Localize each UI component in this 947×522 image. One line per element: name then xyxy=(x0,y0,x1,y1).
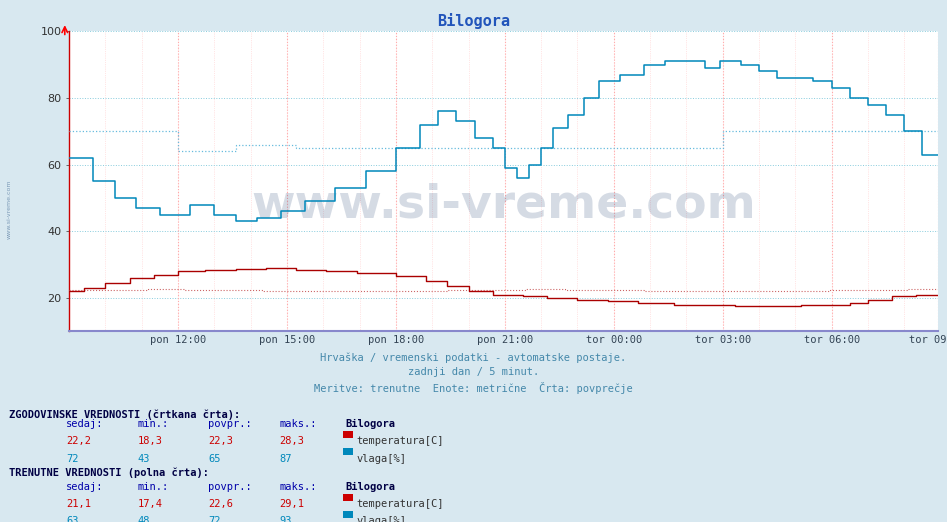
Text: TRENUTNE VREDNOSTI (polna črta):: TRENUTNE VREDNOSTI (polna črta): xyxy=(9,467,209,478)
Text: min.:: min.: xyxy=(137,419,169,429)
Text: vlaga[%]: vlaga[%] xyxy=(357,516,406,522)
Text: pon 18:00: pon 18:00 xyxy=(367,335,424,345)
Text: www.si-vreme.com: www.si-vreme.com xyxy=(251,183,756,228)
Text: www.si-vreme.com: www.si-vreme.com xyxy=(7,179,11,239)
Text: pon 15:00: pon 15:00 xyxy=(259,335,315,345)
Text: min.:: min.: xyxy=(137,482,169,492)
Text: tor 06:00: tor 06:00 xyxy=(803,335,860,345)
Text: zadnji dan / 5 minut.: zadnji dan / 5 minut. xyxy=(408,367,539,377)
Text: 93: 93 xyxy=(279,516,292,522)
Text: temperatura[C]: temperatura[C] xyxy=(357,499,444,509)
Text: povpr.:: povpr.: xyxy=(208,482,252,492)
Text: 21,1: 21,1 xyxy=(66,499,91,509)
Text: Meritve: trenutne  Enote: metrične  Črta: povprečje: Meritve: trenutne Enote: metrične Črta: … xyxy=(314,382,633,394)
Text: 65: 65 xyxy=(208,454,221,464)
Text: Bilogora: Bilogora xyxy=(437,13,510,29)
Text: ZGODOVINSKE VREDNOSTI (črtkana črta):: ZGODOVINSKE VREDNOSTI (črtkana črta): xyxy=(9,410,241,420)
Text: temperatura[C]: temperatura[C] xyxy=(357,436,444,446)
Text: 29,1: 29,1 xyxy=(279,499,304,509)
Text: 63: 63 xyxy=(66,516,79,522)
Text: Bilogora: Bilogora xyxy=(346,482,396,492)
Text: 72: 72 xyxy=(208,516,221,522)
Text: pon 12:00: pon 12:00 xyxy=(150,335,206,345)
Text: 48: 48 xyxy=(137,516,150,522)
Text: sedaj:: sedaj: xyxy=(66,419,104,429)
Text: 17,4: 17,4 xyxy=(137,499,162,509)
Text: povpr.:: povpr.: xyxy=(208,419,252,429)
Text: 22,3: 22,3 xyxy=(208,436,233,446)
Text: tor 00:00: tor 00:00 xyxy=(585,335,642,345)
Text: maks.:: maks.: xyxy=(279,482,317,492)
Text: tor 09:00: tor 09:00 xyxy=(909,335,947,345)
Text: maks.:: maks.: xyxy=(279,419,317,429)
Text: tor 03:00: tor 03:00 xyxy=(694,335,751,345)
Text: Bilogora: Bilogora xyxy=(346,419,396,429)
Text: 28,3: 28,3 xyxy=(279,436,304,446)
Text: 22,2: 22,2 xyxy=(66,436,91,446)
Text: pon 21:00: pon 21:00 xyxy=(476,335,533,345)
Text: 43: 43 xyxy=(137,454,150,464)
Text: sedaj:: sedaj: xyxy=(66,482,104,492)
Text: 72: 72 xyxy=(66,454,79,464)
Text: 18,3: 18,3 xyxy=(137,436,162,446)
Text: 22,6: 22,6 xyxy=(208,499,233,509)
Text: 87: 87 xyxy=(279,454,292,464)
Text: vlaga[%]: vlaga[%] xyxy=(357,454,406,464)
Text: Hrvaška / vremenski podatki - avtomatske postaje.: Hrvaška / vremenski podatki - avtomatske… xyxy=(320,352,627,363)
